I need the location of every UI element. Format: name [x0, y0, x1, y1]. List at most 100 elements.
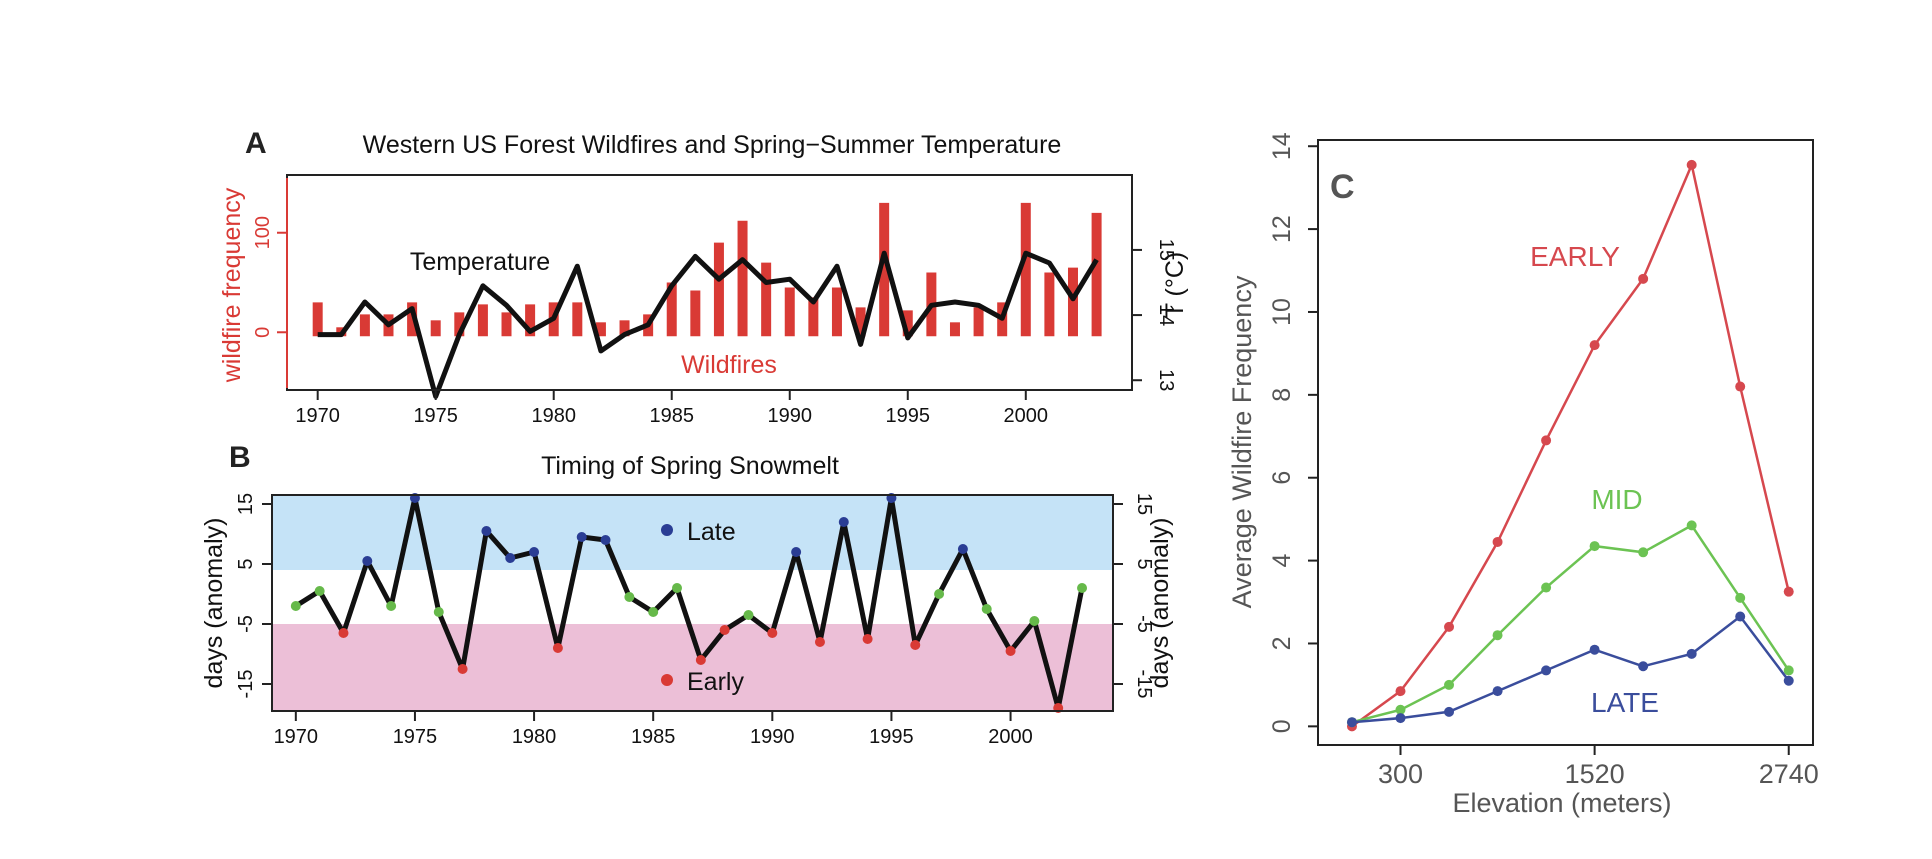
panel-a-x-tick-label: 1980 — [531, 405, 576, 427]
panel-a-x-tick-label: 1975 — [413, 405, 458, 427]
late-series-point — [1783, 675, 1794, 686]
mid-series-point — [1783, 665, 1794, 676]
panel-a-x-tick-label: 1990 — [768, 405, 813, 427]
panel-a-x-tick-label: 1970 — [295, 405, 340, 427]
panel-c-x-tick-label: 1520 — [1565, 759, 1625, 789]
late-series-point — [1589, 644, 1600, 655]
late-series-point — [1346, 717, 1357, 728]
snowmelt-point — [1005, 646, 1016, 656]
snowmelt-point — [743, 610, 754, 620]
panel-c-x-ticks: 300 1520 2740 — [1378, 745, 1819, 789]
snowmelt-point — [433, 607, 444, 617]
early-series-point — [1444, 621, 1455, 632]
panel-a-left-tick-label: 0 — [252, 327, 274, 338]
panel-b-right-tick-label: 15 — [1133, 493, 1155, 515]
panel-b-x-tick-label: 2000 — [988, 726, 1033, 748]
snowmelt-point — [386, 601, 397, 611]
panel-c-y-ticks: 0 2 4 6 8 10 12 14 — [1268, 132, 1318, 733]
snowmelt-point — [314, 586, 325, 596]
panel-a-title: Western US Forest Wildfires and Spring−S… — [363, 131, 1062, 159]
panel-c-y-tick-label: 6 — [1268, 471, 1296, 485]
panel-b-x-tick-label: 1980 — [512, 726, 557, 748]
late-legend-marker — [661, 524, 673, 536]
panel-c: C 0 2 4 6 8 10 12 14 300 1520 2740 Average Wildfi… — [1227, 132, 1819, 818]
snowmelt-point — [934, 589, 945, 599]
panel-a: A Western US Forest Wildfires and Spring… — [218, 127, 1189, 427]
early-series-point — [1783, 586, 1794, 597]
panel-a-left-ticks: 0 100 — [252, 216, 287, 338]
late-series-point — [1444, 706, 1455, 717]
snowmelt-point — [1077, 583, 1088, 593]
snowmelt-point — [814, 637, 825, 647]
early-series-point — [1638, 273, 1649, 284]
snowmelt-point — [1029, 616, 1040, 626]
snowmelt-point — [552, 643, 563, 653]
panel-b-title: Timing of Spring Snowmelt — [541, 452, 839, 480]
early-series-label: EARLY — [1530, 241, 1620, 272]
panel-a-right-tick-label: 15 — [1155, 239, 1177, 261]
late-series-point — [1541, 665, 1552, 676]
panel-b-left-tick-label: 5 — [235, 558, 257, 569]
snowmelt-point — [624, 592, 635, 602]
panel-b-x-tick-label: 1970 — [274, 726, 319, 748]
panel-b-x-tick-label: 1975 — [393, 726, 438, 748]
snowmelt-point — [600, 535, 611, 545]
snowmelt-point — [529, 547, 540, 557]
panel-a-x-tick-label: 1995 — [886, 405, 931, 427]
panel-c-y-tick-label: 0 — [1268, 719, 1296, 733]
panel-c-frame — [1317, 139, 1814, 746]
panel-b-right-tick-label: -15 — [1133, 670, 1155, 699]
panel-b-frame — [271, 494, 1114, 712]
panel-a-y-right-label: T (°C) — [1161, 252, 1189, 318]
panel-c-x-tick-label: 2740 — [1759, 759, 1819, 789]
panel-b-right-ticks: -15 -5 5 15 — [1113, 493, 1155, 699]
panel-b-y-right-label: days (anomaly) — [1146, 518, 1174, 689]
snowmelt-line — [294, 495, 1085, 711]
snowmelt-point — [290, 601, 301, 611]
panel-b-x-ticks: 1970 1975 1980 1985 1990 1995 2000 — [274, 711, 1033, 748]
late-series-point — [1638, 661, 1649, 672]
panel-a-x-tick-label: 1985 — [649, 405, 694, 427]
snowmelt-point — [481, 526, 492, 536]
mid-series-point — [1638, 547, 1649, 558]
panel-b-left-ticks: -15 -5 5 15 — [235, 493, 272, 698]
mid-series-point — [1444, 679, 1455, 690]
late-series-point — [1395, 713, 1406, 724]
snowmelt-point — [648, 607, 659, 617]
panel-a-x-ticks: 1970 1975 1980 1985 1990 1995 2000 — [295, 390, 1048, 427]
panel-a-right-tick-label: 14 — [1155, 304, 1177, 326]
panel-c-x-tick-label: 300 — [1378, 759, 1423, 789]
late-series-point — [1686, 648, 1697, 659]
snowmelt-point — [362, 556, 373, 566]
snowmelt-point — [672, 583, 683, 593]
late-series-line — [1351, 614, 1790, 724]
panel-c-y-label: Average Wildfire Frequency — [1227, 275, 1257, 608]
late-series-point — [1492, 686, 1503, 697]
snowmelt-point — [576, 532, 587, 542]
late-series-point — [1735, 611, 1746, 622]
panel-a-y-label: wildfire frequency — [218, 187, 246, 383]
panel-a-label: A — [245, 127, 267, 160]
panel-b-right-tick-label: -5 — [1133, 615, 1155, 633]
panel-c-label: C — [1330, 168, 1355, 206]
panel-a-left-tick-label: 100 — [252, 216, 274, 249]
early-legend-marker — [661, 674, 673, 686]
mid-series-line — [1351, 523, 1790, 724]
snowmelt-point — [862, 634, 873, 644]
snowmelt-point — [719, 625, 730, 635]
snowmelt-point — [957, 544, 968, 554]
early-series-line — [1351, 160, 1790, 728]
panel-b-left-tick-label: -5 — [235, 615, 257, 633]
late-series-label: LATE — [1591, 687, 1659, 718]
panel-b-right-tick-label: 5 — [1133, 558, 1155, 569]
snowmelt-point — [838, 517, 849, 527]
panel-c-y-tick-label: 8 — [1268, 388, 1296, 402]
early-series-point — [1735, 381, 1746, 392]
panel-b-x-tick-label: 1995 — [869, 726, 914, 748]
panel-a-right-ticks: 13 14 15 — [1132, 239, 1177, 391]
panel-a-bars — [312, 202, 1102, 337]
snowmelt-point — [910, 640, 921, 650]
mid-series-point — [1686, 520, 1697, 531]
